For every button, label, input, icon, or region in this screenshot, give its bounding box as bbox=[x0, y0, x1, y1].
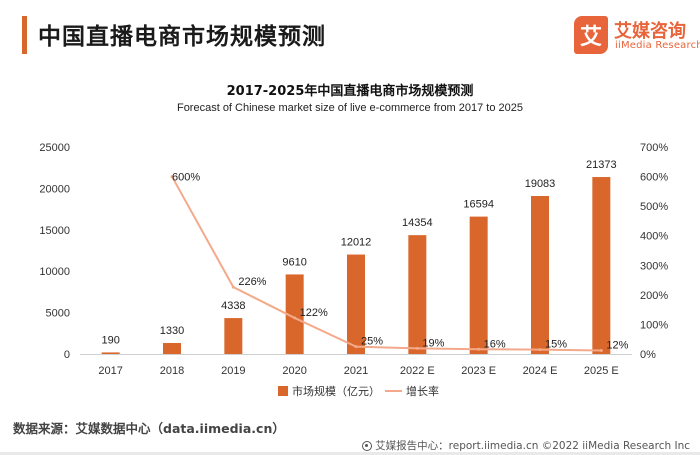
y-right-tick-label: 0% bbox=[640, 349, 656, 361]
footer-divider bbox=[0, 452, 700, 455]
growth-rate-point bbox=[538, 348, 542, 352]
growth-rate-point bbox=[599, 348, 603, 352]
y-right-tick-label: 300% bbox=[640, 260, 668, 272]
growth-rate-label: 226% bbox=[238, 276, 266, 288]
y-left-tick-label: 0 bbox=[64, 349, 70, 361]
x-tick-label: 2019 bbox=[221, 365, 245, 377]
bar-value-label: 19083 bbox=[525, 178, 556, 190]
y-left-tick-label: 5000 bbox=[46, 308, 70, 320]
y-right-tick-label: 200% bbox=[640, 290, 668, 302]
footer-credit: 艾媒报告中心：report.iimedia.cn ©2022 iiMedia R… bbox=[362, 438, 690, 453]
bar-value-label: 21373 bbox=[586, 159, 617, 171]
growth-rate-point bbox=[354, 345, 358, 349]
legend-bar-swatch bbox=[278, 386, 288, 396]
legend-bar-label: 市场规模（亿元） bbox=[292, 384, 380, 398]
bar-2018 bbox=[163, 342, 181, 354]
bar-value-label: 12012 bbox=[341, 237, 372, 249]
y-left-tick-label: 20000 bbox=[39, 183, 70, 195]
bar-2025-E bbox=[592, 177, 611, 354]
growth-rate-label: 12% bbox=[606, 339, 628, 351]
bar-value-label: 9610 bbox=[282, 256, 306, 268]
y-right-tick-label: 400% bbox=[640, 231, 668, 243]
x-tick-label: 2024 E bbox=[523, 365, 558, 377]
growth-rate-label: 16% bbox=[484, 338, 506, 350]
data-source-note: 数据来源：艾媒数据中心（data.iimedia.cn） bbox=[13, 421, 285, 436]
bar-2019 bbox=[224, 318, 243, 354]
bar-value-label: 16594 bbox=[463, 199, 494, 211]
x-tick-label: 2021 bbox=[344, 365, 368, 377]
growth-rate-label: 600% bbox=[172, 172, 200, 184]
chart-area: 0 5000 10000 15000 20000 25000 0% 100% 200% 300% 4… bbox=[39, 142, 668, 398]
bar-value-label: 1330 bbox=[160, 325, 184, 337]
y-right-tick-label: 600% bbox=[640, 172, 668, 184]
bar-value-label: 190 bbox=[101, 334, 119, 346]
title-accent-bar bbox=[22, 16, 27, 54]
bar-2024-E bbox=[531, 195, 549, 354]
y-left-tick-label: 10000 bbox=[39, 266, 70, 278]
brand-logo: 艾 艾媒咨询 iiMedia Research bbox=[574, 16, 700, 58]
y-left-tick-label: 15000 bbox=[39, 225, 70, 237]
copyright-icon bbox=[362, 440, 373, 451]
x-tick-label: 2023 E bbox=[461, 365, 496, 377]
y-right-tick-label: 700% bbox=[640, 142, 668, 154]
growth-rate-point bbox=[293, 316, 297, 320]
bar-value-label: 14354 bbox=[402, 217, 433, 229]
logo-name: 艾媒咨询 bbox=[614, 21, 686, 42]
bar-2022-E bbox=[408, 235, 427, 354]
logo-subtitle: iiMedia Research bbox=[615, 40, 700, 51]
page-title: 中国直播电商市场规模预测 bbox=[38, 24, 326, 50]
bar-2021 bbox=[347, 254, 365, 354]
growth-rate-label: 25% bbox=[361, 336, 383, 348]
legend-line-label: 增长率 bbox=[406, 384, 439, 398]
bar-2020 bbox=[285, 274, 304, 354]
x-tick-label: 2020 bbox=[282, 365, 306, 377]
chart-title: 2017-2025年中国直播电商市场规模预测 bbox=[226, 84, 474, 99]
growth-rate-label: 122% bbox=[300, 307, 328, 319]
growth-rate-point bbox=[415, 346, 419, 350]
bar-value-label: 4338 bbox=[221, 300, 245, 312]
footer-credit-text: 艾媒报告中心：report.iimedia.cn ©2022 iiMedia R… bbox=[375, 440, 690, 452]
y-right-tick-label: 500% bbox=[640, 201, 668, 213]
x-tick-label: 2017 bbox=[98, 365, 122, 377]
x-tick-label: 2022 E bbox=[400, 365, 435, 377]
growth-rate-label: 19% bbox=[422, 337, 444, 349]
growth-rate-point bbox=[231, 285, 235, 289]
growth-rate-line bbox=[171, 176, 602, 352]
growth-rate-point bbox=[477, 347, 481, 351]
growth-rate-label: 15% bbox=[545, 339, 567, 351]
x-tick-label: 2018 bbox=[160, 365, 184, 377]
growth-rate-point bbox=[170, 175, 174, 179]
bar-2017 bbox=[101, 352, 120, 354]
y-left-tick-label: 25000 bbox=[39, 142, 70, 154]
chart-subtitle: Forecast of Chinese market size of live … bbox=[176, 102, 524, 114]
y-right-tick-label: 100% bbox=[640, 319, 668, 331]
bar-2023-E bbox=[469, 216, 488, 354]
logo-icon: 艾 bbox=[574, 16, 608, 54]
x-tick-label: 2025 E bbox=[584, 365, 619, 377]
